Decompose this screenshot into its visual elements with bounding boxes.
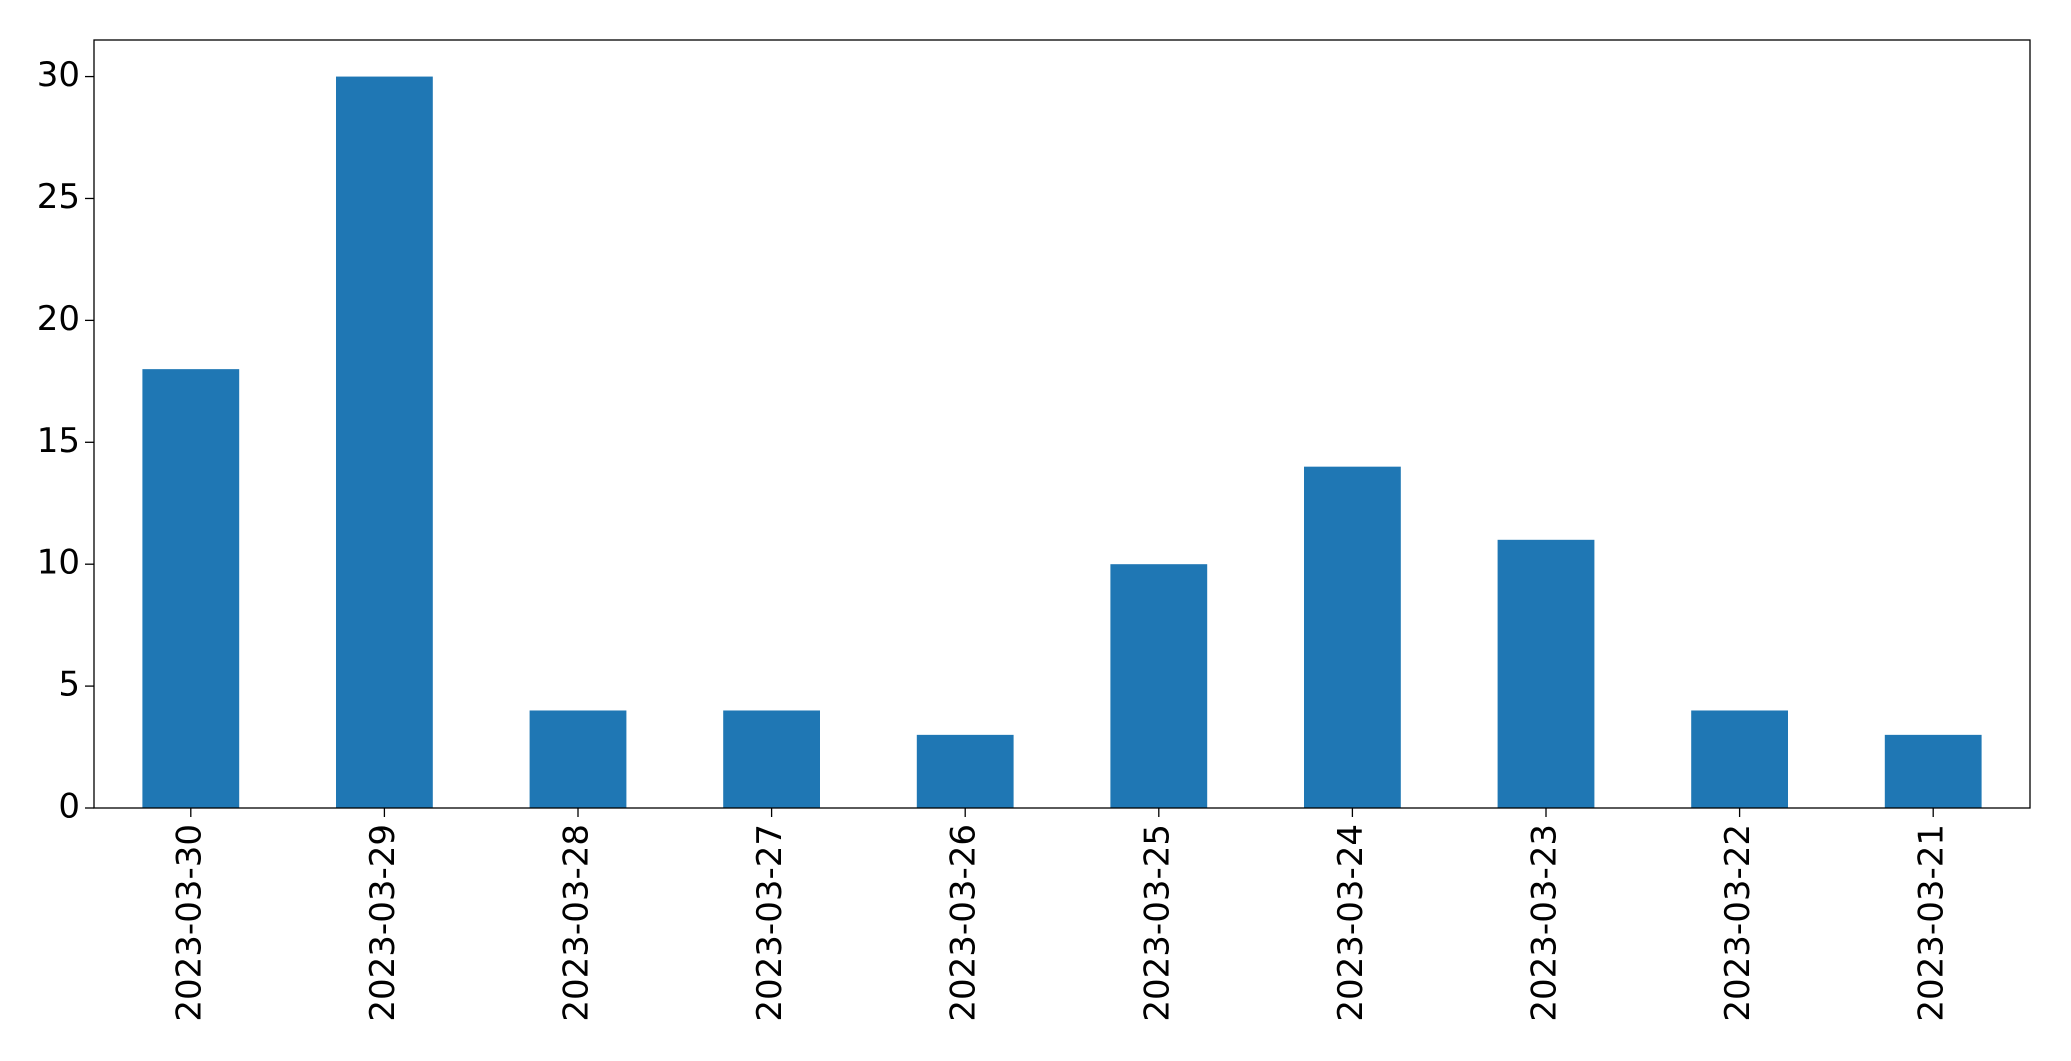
y-tick-label: 0 — [58, 787, 80, 827]
x-tick-label: 2023-03-21 — [1912, 824, 1952, 1022]
plot-frame — [93, 39, 2031, 809]
y-tick-label: 10 — [37, 543, 80, 583]
x-tick-label: 2023-03-24 — [1331, 824, 1371, 1022]
x-tick-label: 2023-03-30 — [169, 824, 209, 1022]
bar — [1884, 734, 1982, 808]
bar — [723, 710, 820, 808]
y-tick-label: 5 — [58, 665, 80, 705]
x-tick-label: 2023-03-26 — [944, 824, 984, 1022]
x-tick-label: 2023-03-25 — [1137, 824, 1177, 1022]
y-tick-label: 20 — [37, 299, 80, 339]
bar — [1497, 539, 1595, 808]
x-tick-label: 2023-03-28 — [557, 824, 597, 1022]
bar — [1691, 710, 1788, 808]
x-tick-label: 2023-03-22 — [1718, 824, 1758, 1022]
y-tick-label: 15 — [37, 421, 80, 461]
bar — [336, 76, 433, 809]
x-tick-label: 2023-03-23 — [1525, 824, 1565, 1022]
y-tick-label: 30 — [37, 55, 80, 95]
bar — [916, 734, 1014, 808]
bar — [1304, 466, 1401, 808]
bar — [1110, 564, 1208, 808]
bar — [142, 369, 240, 808]
bar — [529, 710, 627, 808]
x-tick-label: 2023-03-27 — [750, 824, 790, 1022]
y-tick-label: 25 — [37, 177, 80, 217]
x-tick-label: 2023-03-29 — [363, 824, 403, 1022]
